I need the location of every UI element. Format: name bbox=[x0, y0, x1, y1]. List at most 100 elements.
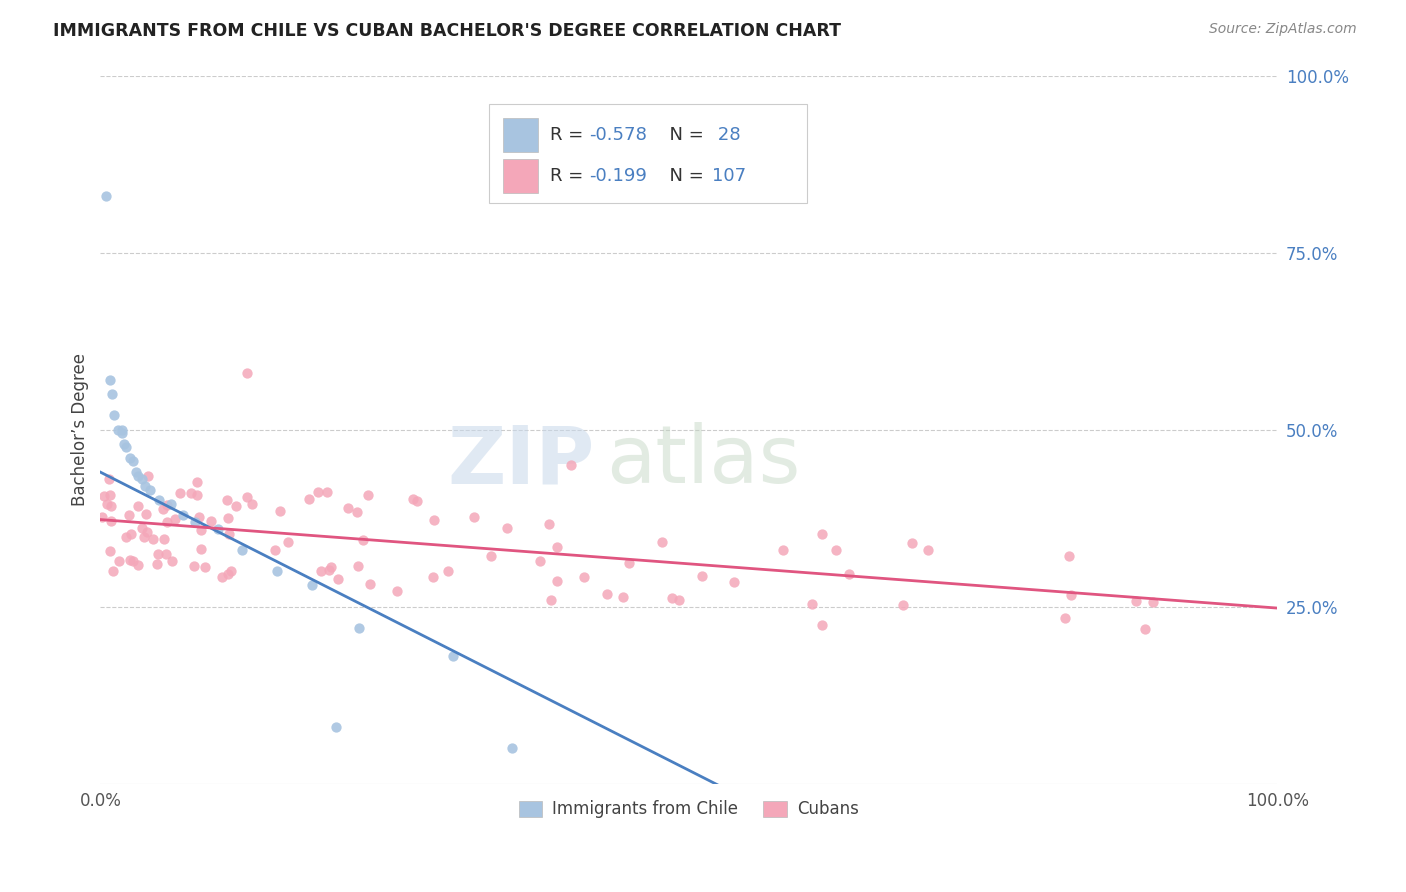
Point bbox=[136, 469, 159, 483]
Point bbox=[336, 501, 359, 516]
Point bbox=[98, 472, 121, 486]
Point bbox=[538, 516, 561, 531]
Point bbox=[1054, 611, 1077, 625]
Point bbox=[186, 475, 208, 490]
Point bbox=[301, 578, 323, 592]
Text: Source: ZipAtlas.com: Source: ZipAtlas.com bbox=[1209, 22, 1357, 37]
Text: -0.578: -0.578 bbox=[589, 126, 647, 144]
Point bbox=[402, 492, 425, 507]
Point bbox=[723, 575, 745, 590]
Point bbox=[121, 554, 143, 568]
FancyBboxPatch shape bbox=[503, 159, 538, 193]
Point bbox=[108, 554, 131, 568]
Point bbox=[772, 543, 794, 558]
Point bbox=[131, 521, 153, 535]
Point bbox=[225, 499, 247, 513]
Point bbox=[496, 521, 519, 535]
Text: 107: 107 bbox=[713, 167, 747, 185]
Point bbox=[180, 486, 202, 500]
Point bbox=[134, 507, 156, 521]
Point bbox=[218, 527, 240, 541]
Point bbox=[346, 558, 368, 573]
Point bbox=[346, 504, 368, 518]
Point bbox=[146, 557, 169, 571]
Point bbox=[98, 488, 121, 502]
Point bbox=[1133, 622, 1156, 636]
Point bbox=[917, 543, 939, 558]
Text: -0.199: -0.199 bbox=[589, 167, 647, 185]
Point bbox=[127, 558, 149, 572]
Point bbox=[152, 501, 174, 516]
Point bbox=[110, 426, 132, 441]
Point bbox=[349, 621, 371, 635]
Point bbox=[811, 527, 834, 541]
Text: ZIP: ZIP bbox=[447, 423, 595, 500]
Point bbox=[307, 484, 329, 499]
Point bbox=[139, 483, 162, 497]
Point bbox=[156, 498, 179, 512]
Point bbox=[692, 569, 714, 583]
Point bbox=[169, 486, 191, 500]
Point bbox=[437, 565, 460, 579]
Point bbox=[207, 522, 229, 536]
Point bbox=[115, 440, 138, 454]
Point bbox=[540, 593, 562, 607]
Point bbox=[100, 514, 122, 528]
Point bbox=[612, 591, 634, 605]
Point bbox=[98, 373, 121, 387]
Point bbox=[297, 492, 319, 507]
Point bbox=[190, 523, 212, 537]
Point bbox=[1125, 594, 1147, 608]
Point bbox=[122, 454, 145, 468]
Point bbox=[112, 437, 135, 451]
Point bbox=[142, 532, 165, 546]
Point bbox=[120, 526, 142, 541]
Point bbox=[118, 450, 141, 465]
Point bbox=[183, 515, 205, 529]
Point bbox=[217, 567, 239, 582]
Point bbox=[110, 423, 132, 437]
Text: R =: R = bbox=[550, 126, 589, 144]
Point bbox=[156, 515, 179, 529]
Point bbox=[91, 510, 114, 524]
Point bbox=[422, 513, 444, 527]
Point bbox=[406, 493, 429, 508]
Point bbox=[194, 560, 217, 574]
Point bbox=[124, 465, 146, 479]
Point bbox=[811, 617, 834, 632]
Point bbox=[479, 549, 502, 563]
Point bbox=[560, 458, 582, 472]
Point bbox=[134, 479, 156, 493]
Point bbox=[352, 533, 374, 548]
Point bbox=[838, 566, 860, 581]
Text: atlas: atlas bbox=[606, 423, 801, 500]
Point bbox=[120, 552, 142, 566]
Point bbox=[263, 543, 285, 558]
Point bbox=[661, 591, 683, 605]
Point bbox=[316, 485, 339, 500]
Point bbox=[183, 558, 205, 573]
Y-axis label: Bachelor’s Degree: Bachelor’s Degree bbox=[72, 353, 89, 506]
Point bbox=[236, 490, 259, 504]
Point bbox=[132, 530, 155, 544]
Point bbox=[131, 472, 153, 486]
Text: N =: N = bbox=[658, 167, 710, 185]
Point bbox=[277, 535, 299, 549]
Point bbox=[546, 540, 568, 554]
Point bbox=[146, 547, 169, 561]
Point bbox=[319, 560, 342, 574]
Point bbox=[463, 510, 485, 524]
Point bbox=[98, 544, 121, 558]
Point bbox=[1060, 588, 1083, 602]
Point bbox=[328, 572, 350, 586]
Point bbox=[217, 511, 239, 525]
Point bbox=[231, 543, 253, 558]
Point bbox=[901, 536, 924, 550]
Point bbox=[309, 564, 332, 578]
Point bbox=[443, 649, 465, 664]
Point bbox=[96, 498, 118, 512]
Point bbox=[93, 489, 115, 503]
Point bbox=[190, 542, 212, 557]
Point bbox=[800, 597, 823, 611]
FancyBboxPatch shape bbox=[503, 118, 538, 152]
